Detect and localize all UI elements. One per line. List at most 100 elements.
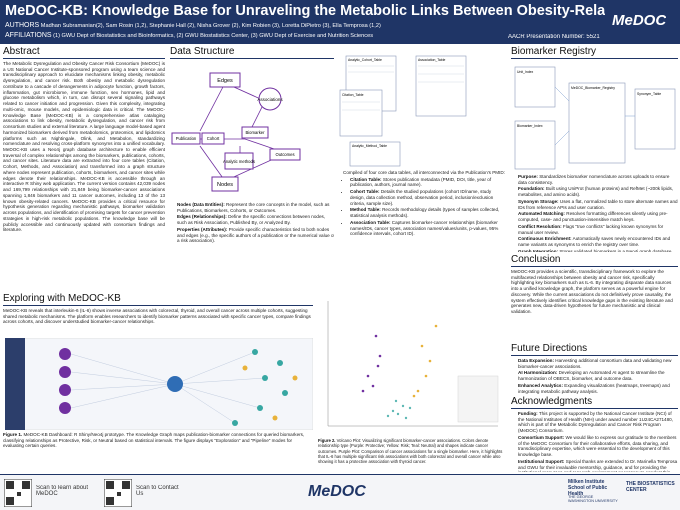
bullet-text: Provide specific characteristics tied to… <box>177 226 334 244</box>
diagram-label: Nodes <box>217 182 233 188</box>
table-name: Synonym_Table <box>637 92 661 96</box>
bullet-term: Method Table: <box>350 207 381 213</box>
table-name: Analytic_Method_Table <box>352 144 387 148</box>
bullet-text: Stores validated biomarkers in a Neo4j g… <box>559 248 672 252</box>
bullet-list: Funding: This project is supported by th… <box>511 411 678 472</box>
bullet-item: Consortium Support: We would like to exp… <box>518 435 678 458</box>
bullet-list: Nodes (Data Entities): Represent the cor… <box>170 202 334 244</box>
diagram-label: Biomarker <box>245 130 265 135</box>
bullet-term: Properties (Attributes): <box>177 226 228 232</box>
intro: Compiled of four core data tables, all i… <box>343 170 506 176</box>
paragraph: MeDOC-KB reveals that interleukin-6 (IL-… <box>3 308 311 325</box>
authors-line: AUTHORS Madhan Subramanian(2), Sam Rosin… <box>5 22 565 29</box>
label: AUTHORS <box>5 22 40 29</box>
bullet-text: Records methodology details (types of sa… <box>350 207 500 219</box>
bullet-item: Continuous Enrichment: Automatically sav… <box>518 236 678 247</box>
label: AFFILIATIONS <box>5 32 52 39</box>
bullet-item: Automated Matching: Resolves formatting … <box>518 211 678 222</box>
bullet-term: Edges (Relationships): <box>177 214 227 220</box>
bullet-text: Standardizes biomarker nomenclature acro… <box>518 174 670 185</box>
heading: Conclusion <box>511 254 678 267</box>
schema-diagram: Analytic_Cohort_Table Association_Table … <box>339 55 467 167</box>
heading: Biomarker Registry <box>511 46 678 59</box>
diagram-label: Associations <box>257 97 283 102</box>
dashboard-figure <box>5 338 313 430</box>
figure2-caption: Figure 2. Volcano Plot: Visualizing sign… <box>318 438 506 472</box>
bullet-item: Association Table: Captures biomarker-ca… <box>350 220 506 237</box>
header: MeDOC-KB: Knowledge Base for Unraveling … <box>0 0 680 44</box>
bullet-term: Synonym Storage: <box>518 198 559 204</box>
qr-code <box>104 479 132 507</box>
bullet-text: Special thanks are extended to Dr. Marin… <box>518 458 678 472</box>
university-name: THE GEORGE WASHINGTON UNIVERSITY <box>568 495 618 503</box>
bullet-text: Developing an Automated AI agent to stre… <box>518 370 665 382</box>
center-logo: MeDOC <box>308 483 366 500</box>
bullet-term: Citation Table: <box>350 176 382 182</box>
bullet-text: Represent the core concepts in the model… <box>177 202 330 213</box>
qr-text: Scan to learn about MeDOC <box>36 485 89 497</box>
bullet-item: Data Expansion: Harvesting additional co… <box>518 358 678 369</box>
intro-list: Compiled of four core data tables, all i… <box>336 170 506 176</box>
caption: Volcano Plot: Visualizing significant bi… <box>318 438 503 464</box>
bullet-item: Institutional Support: Special thanks ar… <box>518 459 678 472</box>
graph-diagram: Edges Associations Publication Cohort Bi… <box>171 72 301 192</box>
bullet-text: Details the studied populations (cohort … <box>350 189 494 206</box>
bullet-item: Cohort Table: Details the studied popula… <box>350 189 506 206</box>
bullet-list: Data Expansion: Harvesting additional co… <box>511 358 678 394</box>
bullet-term: Enhanced Analytics: <box>518 382 564 388</box>
bullet-item: Properties (Attributes): Provide specifi… <box>177 227 334 244</box>
paragraph: The Metabolic Dysregulation and Obesity … <box>3 61 165 233</box>
authors: Madhan Subramanian(2), Sam Rosin (1,2), … <box>40 23 381 29</box>
registry-diagram: MeDOC_Biomarker_Registry Unit_Index Biom… <box>514 66 676 170</box>
caption: MeDOC-KB Dashboard: R Shiny/Neo4j protot… <box>3 432 305 449</box>
bullet-item: Funding: This project is supported by th… <box>518 411 678 434</box>
bullet-item: Nodes (Data Entities): Represent the cor… <box>177 202 334 213</box>
logo: MeDOC <box>612 12 667 29</box>
tables-text: Compiled of four core data tables, all i… <box>336 170 506 292</box>
bullet-item: Citation Table: Stores publication metad… <box>350 177 506 188</box>
diagram-label: Publication <box>176 136 197 141</box>
table-name: Association_Table <box>418 58 445 62</box>
node-box <box>201 132 225 145</box>
center-name: THE BIOSTATISTICS CENTER <box>626 481 675 493</box>
biomarker-registry-section: Biomarker Registry MeDOC_Biomarker_Regis… <box>511 46 678 252</box>
diagram-label: Analytic methods <box>223 159 255 164</box>
bullet-text: Flags "true conflicts" lacking known syn… <box>518 223 664 235</box>
bullet-term: Conflict Resolution: <box>518 223 562 229</box>
bullet-term: Foundation: <box>518 186 545 192</box>
bullet-list: Citation Table: Stores publication metad… <box>336 177 506 237</box>
bullet-term: Funding: <box>518 411 538 416</box>
bullet-item: Purpose: Standardizes biomarker nomencla… <box>518 174 678 185</box>
affiliations: (1) GWU Dept of Biostatistics and Bioinf… <box>53 33 373 39</box>
table-name: MeDOC_Biomarker_Registry <box>571 86 615 90</box>
table-name: Analytic_Cohort_Table <box>348 58 382 62</box>
heading: Future Directions <box>511 343 678 356</box>
bullet-text: This project is supported by the Nationa… <box>518 411 673 434</box>
bullet-term: Automated Matching: <box>518 211 565 217</box>
node-box <box>224 152 254 170</box>
node-box <box>211 176 239 192</box>
bullet-term: Continuous Enrichment: <box>518 236 572 242</box>
figure1-caption: Figure 1. MeDOC-KB Dashboard: R Shiny/Ne… <box>3 432 313 456</box>
footer: Scan to learn about MeDOC Scan to Contac… <box>0 474 680 510</box>
bullet-list: Purpose: Standardizes biomarker nomencla… <box>511 174 678 252</box>
affiliations-line: AFFILIATIONS (1) GWU Dept of Biostatisti… <box>5 32 505 39</box>
exploring-section: Exploring with MeDOC-KB MeDOC-KB reveals… <box>3 293 313 338</box>
node-box <box>209 72 241 88</box>
bullet-term: Cohort Table: <box>350 189 380 195</box>
bullet-text: Captures biomarker-cancer relationships … <box>350 219 499 237</box>
node-box <box>269 148 301 161</box>
node-circle <box>258 87 282 111</box>
bullet-text: Uses a flat, normalized table to store a… <box>518 198 678 210</box>
table-name: Unit_Index <box>517 70 534 74</box>
bullet-text: We would like to express our gratitude t… <box>518 434 677 458</box>
bullet-item: AI Harmonization: Developing an Automate… <box>518 370 678 381</box>
bullet-text: Automatically saves newly encountered ID… <box>518 236 671 248</box>
heading: Acknowledgments <box>511 396 678 409</box>
future-section: Future Directions Data Expansion: Harves… <box>511 343 678 395</box>
bullet-term: Institutional Support: <box>518 458 565 464</box>
bullet-text: Resolves formatting differences silently… <box>518 211 668 223</box>
label: Figure 2. <box>318 438 336 443</box>
bullet-text: Harvesting additional consortium data an… <box>518 358 672 369</box>
